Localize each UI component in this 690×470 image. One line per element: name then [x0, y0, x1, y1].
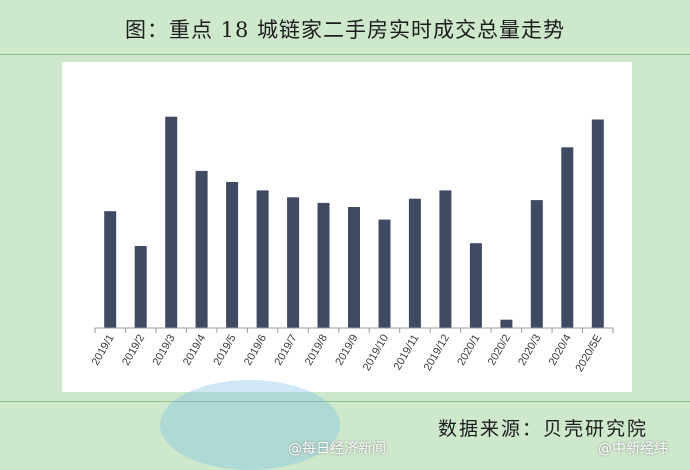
- bar-chart: 2019/1 2019/2 2019/3 2019/4 2019/5 2019/6 2019…: [90, 116, 614, 374]
- bar-2020/3: [530, 200, 543, 328]
- bar-2019/5: [226, 182, 239, 328]
- bar-2020/4: [561, 147, 574, 328]
- x-tick-label: 2019/8: [303, 333, 330, 368]
- bar-2019/6: [256, 190, 269, 328]
- x-tick-label: 2020/5E: [574, 333, 605, 374]
- header-divider: [0, 54, 690, 55]
- bar-2019/4: [195, 170, 208, 328]
- bar-2019/12: [439, 190, 452, 328]
- x-tick-label: 2019/1: [90, 333, 117, 368]
- x-tick-label: 2019/12: [422, 333, 452, 373]
- x-tick-label: 2019/4: [181, 333, 208, 368]
- x-tick-label: 2020/4: [547, 333, 574, 368]
- x-tick-label: 2019/9: [333, 333, 360, 368]
- bar-2019/3: [165, 116, 178, 328]
- bar-2019/11: [408, 198, 421, 328]
- footer-divider: [0, 401, 690, 402]
- x-tick-label: 2019/11: [392, 333, 422, 373]
- bar-2019/8: [317, 202, 330, 328]
- watermark-text: @中新经纬: [598, 441, 668, 457]
- x-tick-label: 2020/1: [455, 333, 482, 368]
- watermark-logo: [160, 380, 340, 470]
- bar-2019/10: [378, 219, 391, 328]
- x-tick-label: 2019/5: [211, 333, 238, 368]
- x-tick-label: 2020/3: [516, 333, 543, 368]
- bar-2019/2: [134, 246, 147, 328]
- bar-2020/5E: [591, 119, 604, 328]
- x-tick-label: 2020/2: [486, 333, 513, 368]
- bar-2019/1: [104, 211, 117, 328]
- bar-2020/1: [469, 243, 482, 328]
- watermark-text: @每日经济新闻: [288, 441, 386, 457]
- data-source: 数据来源：贝壳研究院: [438, 418, 649, 440]
- x-tick-label: 2019/7: [272, 333, 299, 368]
- x-tick-label: 2019/3: [151, 333, 178, 368]
- bar-2019/9: [348, 207, 360, 328]
- x-tick-label: 2019/2: [120, 333, 147, 368]
- bar-2020/2: [500, 319, 513, 328]
- bar-2019/7: [287, 197, 300, 328]
- chart-panel: 2019/1 2019/2 2019/3 2019/4 2019/5 2019/6 2019…: [62, 62, 632, 392]
- chart-title: 图：重点 18 城链家二手房实时成交总量走势: [124, 18, 566, 42]
- x-tick-label: 2019/6: [242, 333, 269, 368]
- x-tick-label: 2019/10: [361, 333, 391, 373]
